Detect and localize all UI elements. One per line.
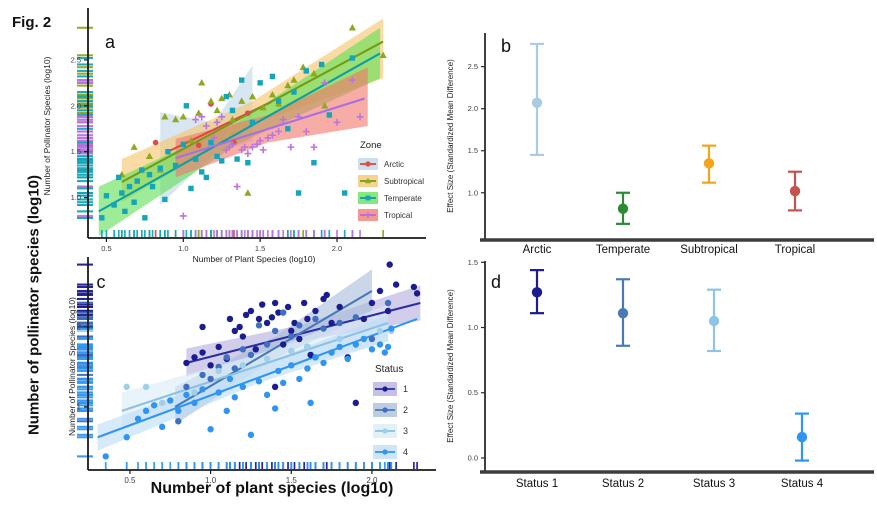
y-tick-label: 1.5 bbox=[71, 147, 81, 156]
legend-label: 3 bbox=[403, 426, 408, 436]
y-tick-label: 2.5 bbox=[71, 55, 81, 64]
y-tick-label: 2 bbox=[77, 322, 82, 331]
points-4 bbox=[102, 325, 395, 460]
y-tick-label: 2.5 bbox=[468, 62, 478, 71]
y-tick-label: 1.0 bbox=[71, 193, 81, 202]
legend-label: 4 bbox=[403, 447, 408, 457]
shared-x-axis-label: Number of plant species (log10) bbox=[150, 480, 394, 497]
category-label: Status 1 bbox=[516, 478, 558, 490]
pointrange-Tropical bbox=[788, 170, 802, 212]
fit-line-3 bbox=[121, 321, 389, 412]
pointrange-Status 2 bbox=[616, 278, 630, 347]
x-tick-label: 0.5 bbox=[124, 476, 136, 485]
y-axis-title: Number of Pollinator Species (log10) bbox=[42, 56, 52, 195]
panel-a-scatter-by-zone: 0.5 1.0 1.5 2.0 1.0 1.5 2.0 2.5 Number of Plant … bbox=[42, 8, 426, 264]
y-tick-label: 1.5 bbox=[468, 258, 478, 267]
category-label: Status 4 bbox=[781, 478, 824, 490]
pointrange-Arctic bbox=[530, 42, 544, 157]
y-axis-title: Effect Size (Standardized Mean Differenc… bbox=[446, 59, 455, 213]
plot-area bbox=[97, 261, 421, 460]
x-tick-label: 1.5 bbox=[286, 476, 298, 485]
pointrange-Status 4 bbox=[795, 412, 809, 462]
points-3 bbox=[123, 327, 395, 407]
category-label: Arctic bbox=[523, 244, 552, 256]
panel-letter: c bbox=[97, 272, 106, 292]
pointrange-Status 3 bbox=[707, 288, 721, 353]
legend-label: 1 bbox=[403, 384, 408, 394]
x-tick-label: 2.0 bbox=[332, 244, 342, 253]
y-tick-label: 2.0 bbox=[71, 101, 81, 110]
y-tick-label: 1 bbox=[77, 402, 82, 411]
x-tick-label: 1.5 bbox=[255, 244, 265, 253]
y-tick-label: 0.5 bbox=[468, 388, 478, 397]
panel-d-effect-size-by-status: 0.0 0.5 1.0 1.5 Effect Size (Standardized Me… bbox=[446, 258, 874, 490]
pointrange-Temperate bbox=[616, 191, 630, 225]
y-tick-label: 1.5 bbox=[468, 146, 478, 155]
fit-line-Subtropical bbox=[121, 40, 384, 183]
y-tick-label: 1.0 bbox=[468, 188, 478, 197]
rug-marks bbox=[77, 263, 418, 469]
legend-label: 2 bbox=[403, 405, 408, 415]
category-label: Tropical bbox=[775, 244, 815, 256]
y-tick-label: 0.0 bbox=[468, 453, 478, 462]
y-tick-label: 2.0 bbox=[468, 104, 478, 113]
legend-label: Tropical bbox=[384, 211, 412, 220]
x-axis-title: Number of Plant Species (log10) bbox=[193, 254, 316, 264]
fit-line-2 bbox=[174, 290, 373, 408]
rug-marks bbox=[77, 26, 384, 237]
category-label: Status 3 bbox=[693, 478, 735, 490]
points-2 bbox=[175, 299, 392, 425]
pointrange-Status 1 bbox=[530, 269, 544, 315]
figure-label: Fig. 2 bbox=[12, 14, 52, 31]
legend-title: Status bbox=[375, 364, 403, 375]
category-label: Status 2 bbox=[602, 478, 644, 490]
legend-label: Arctic bbox=[384, 160, 404, 169]
legend-title: Zone bbox=[360, 140, 382, 151]
x-tick-label: 2.0 bbox=[366, 476, 378, 485]
panel-letter: b bbox=[501, 36, 511, 56]
legend-label: Subtropical bbox=[384, 177, 424, 186]
fit-line-Temperate bbox=[98, 52, 381, 213]
x-tick-label: 1.0 bbox=[178, 244, 188, 253]
panel-letter: a bbox=[105, 32, 116, 52]
legend-label: Temperate bbox=[384, 194, 422, 203]
fit-line-Tropical bbox=[175, 97, 365, 160]
plot-area bbox=[98, 18, 387, 237]
y-axis-title: Number of Pollinator Species (log10) bbox=[67, 297, 77, 436]
y-tick-label: 1.0 bbox=[468, 323, 478, 332]
category-label: Subtropical bbox=[680, 244, 738, 256]
fit-line-1 bbox=[186, 301, 421, 364]
pointrange-Subtropical bbox=[702, 144, 716, 184]
points-Temperate bbox=[99, 55, 356, 221]
y-axis-title: Effect Size (Standardized Mean Differenc… bbox=[446, 289, 455, 443]
panel-b-effect-size-by-zone: 1.0 1.5 2.0 2.5 Effect Size (Standardized Me… bbox=[446, 33, 874, 256]
category-label: Temperate bbox=[596, 244, 650, 256]
panel-letter: d bbox=[491, 272, 501, 292]
x-tick-label: 1.0 bbox=[205, 476, 217, 485]
x-tick-label: 0.5 bbox=[101, 244, 111, 253]
points-Tropical bbox=[179, 76, 364, 220]
